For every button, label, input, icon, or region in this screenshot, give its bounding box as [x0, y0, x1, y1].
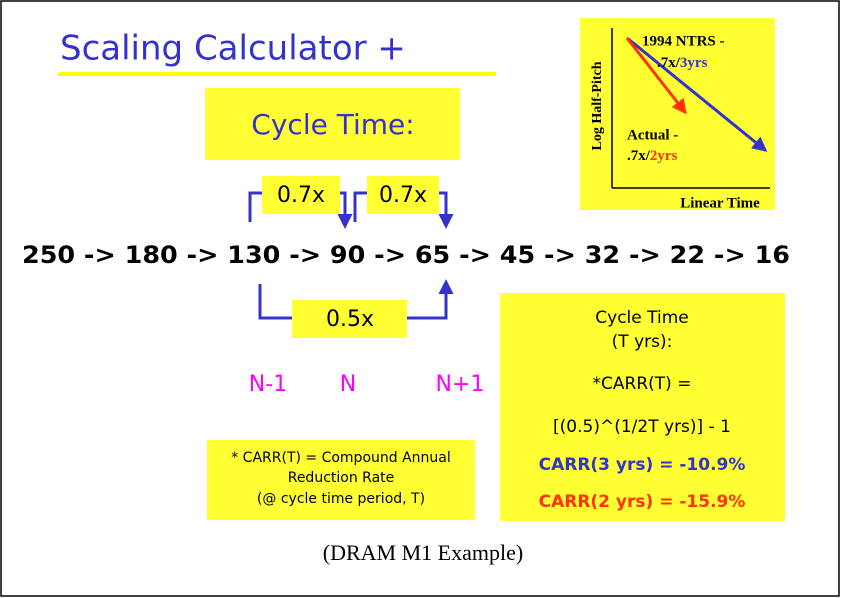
actual-rate: .7x/2yrs: [627, 148, 678, 164]
footnote-line: Reduction Rate: [288, 470, 395, 486]
factor-box: [367, 176, 439, 214]
actual-arrow: [625, 37, 687, 115]
actual-rate-text: .7x/: [627, 148, 651, 164]
inset: Log Half-Pitch 1994 NTRS - .7x/3yrs Actu…: [580, 18, 775, 211]
inset-y-label: Log Half-Pitch: [590, 61, 605, 150]
ntrs-rate: .7x/3yrs: [657, 55, 708, 71]
formula-line: (T yrs):: [612, 332, 673, 352]
subtitle: Cycle Time:: [251, 108, 414, 141]
factor-box: [292, 300, 407, 338]
formula-line: *CARR(T) =: [593, 374, 692, 394]
formula-line: Cycle Time: [595, 308, 688, 328]
footnote-line: * CARR(T) = Compound Annual: [231, 450, 451, 466]
footnote-line: (@ cycle time period, T): [257, 491, 425, 507]
node: N+1: [436, 372, 485, 397]
factor: 0.7x: [379, 183, 427, 208]
formula-line: [(0.5)^(1/2T yrs)] - 1: [553, 417, 731, 437]
sequence: 250 -> 180 -> 130 -> 90 -> 65 -> 45 -> 3…: [22, 241, 790, 269]
result-2yrs: CARR(2 yrs) = -15.9%: [539, 492, 746, 512]
formula-box: [500, 293, 785, 521]
ntrs-period: 3yrs: [680, 55, 708, 71]
ntrs-label: 1994 NTRS -: [642, 33, 725, 49]
title: Scaling Calculator +: [60, 29, 406, 69]
ntrs-rate-text: .7x/: [657, 55, 681, 71]
factor: 0.5x: [326, 307, 374, 332]
inset-x-label: Linear Time: [680, 195, 760, 211]
node: N: [340, 372, 356, 397]
node: N-1: [249, 372, 287, 397]
actual-label: Actual -: [627, 127, 678, 143]
ntrs-arrow: [626, 36, 768, 152]
factor-box: [262, 176, 340, 214]
subtitle-box: [205, 88, 460, 160]
footnote-box: [207, 440, 475, 520]
factor: 0.7x: [277, 183, 325, 208]
caption: (DRAM M1 Example): [323, 540, 523, 565]
actual-period: 2yrs: [650, 148, 678, 164]
result-3yrs: CARR(3 yrs) = -10.9%: [539, 455, 746, 475]
